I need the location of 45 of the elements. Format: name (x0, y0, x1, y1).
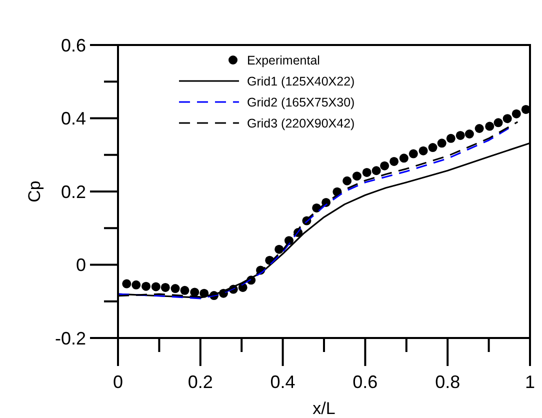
y-tick-label: 0.6 (60, 35, 86, 56)
y-tick-label: 0 (76, 255, 86, 276)
point (352, 172, 362, 181)
y-tick-label: -0.2 (54, 328, 86, 348)
y-tick-label: 0.4 (60, 108, 86, 129)
point (142, 282, 151, 291)
point (512, 109, 521, 118)
point (456, 130, 465, 140)
point (342, 176, 352, 186)
point (464, 130, 474, 138)
point (274, 244, 284, 254)
point (122, 279, 132, 288)
point (380, 161, 390, 170)
point (474, 124, 484, 134)
legend-label: Grid1 (125X40X22) (247, 74, 355, 88)
legend-label: Grid2 (165X75X30) (247, 95, 355, 110)
point (160, 282, 170, 292)
point (428, 143, 438, 152)
x-tick-label: 0.6 (352, 372, 378, 392)
x-tick-label: 1 (524, 372, 536, 392)
x-tick-label: 0 (112, 372, 124, 392)
point (180, 286, 190, 295)
point (170, 284, 180, 294)
point (399, 154, 408, 163)
point (362, 168, 372, 177)
point (132, 280, 141, 290)
point (485, 122, 494, 131)
point (502, 114, 512, 124)
x-tick-label: 0.4 (270, 372, 296, 392)
point (151, 282, 160, 292)
x-tick-label: 0.8 (435, 372, 460, 392)
point (446, 134, 456, 143)
legend-label: Grid3 (220X90X42) (247, 116, 355, 130)
x-tick-label: 0.2 (188, 372, 213, 392)
point (390, 156, 399, 166)
point (418, 146, 428, 156)
point (437, 138, 446, 148)
legend-label: Experimental (247, 53, 320, 68)
point (408, 149, 418, 158)
point (494, 118, 503, 128)
point (190, 288, 200, 297)
y-tick-label: 0.2 (60, 182, 86, 202)
x-axis-title: x/L (312, 399, 336, 418)
point (372, 166, 381, 176)
y-axis-title: Cp (25, 180, 44, 202)
